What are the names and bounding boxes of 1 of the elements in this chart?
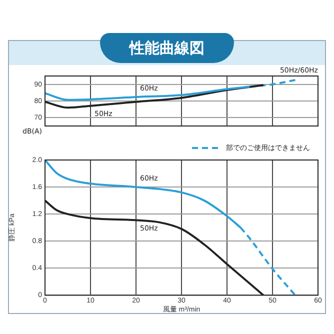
chart-title: 性能曲線図 xyxy=(100,33,234,63)
